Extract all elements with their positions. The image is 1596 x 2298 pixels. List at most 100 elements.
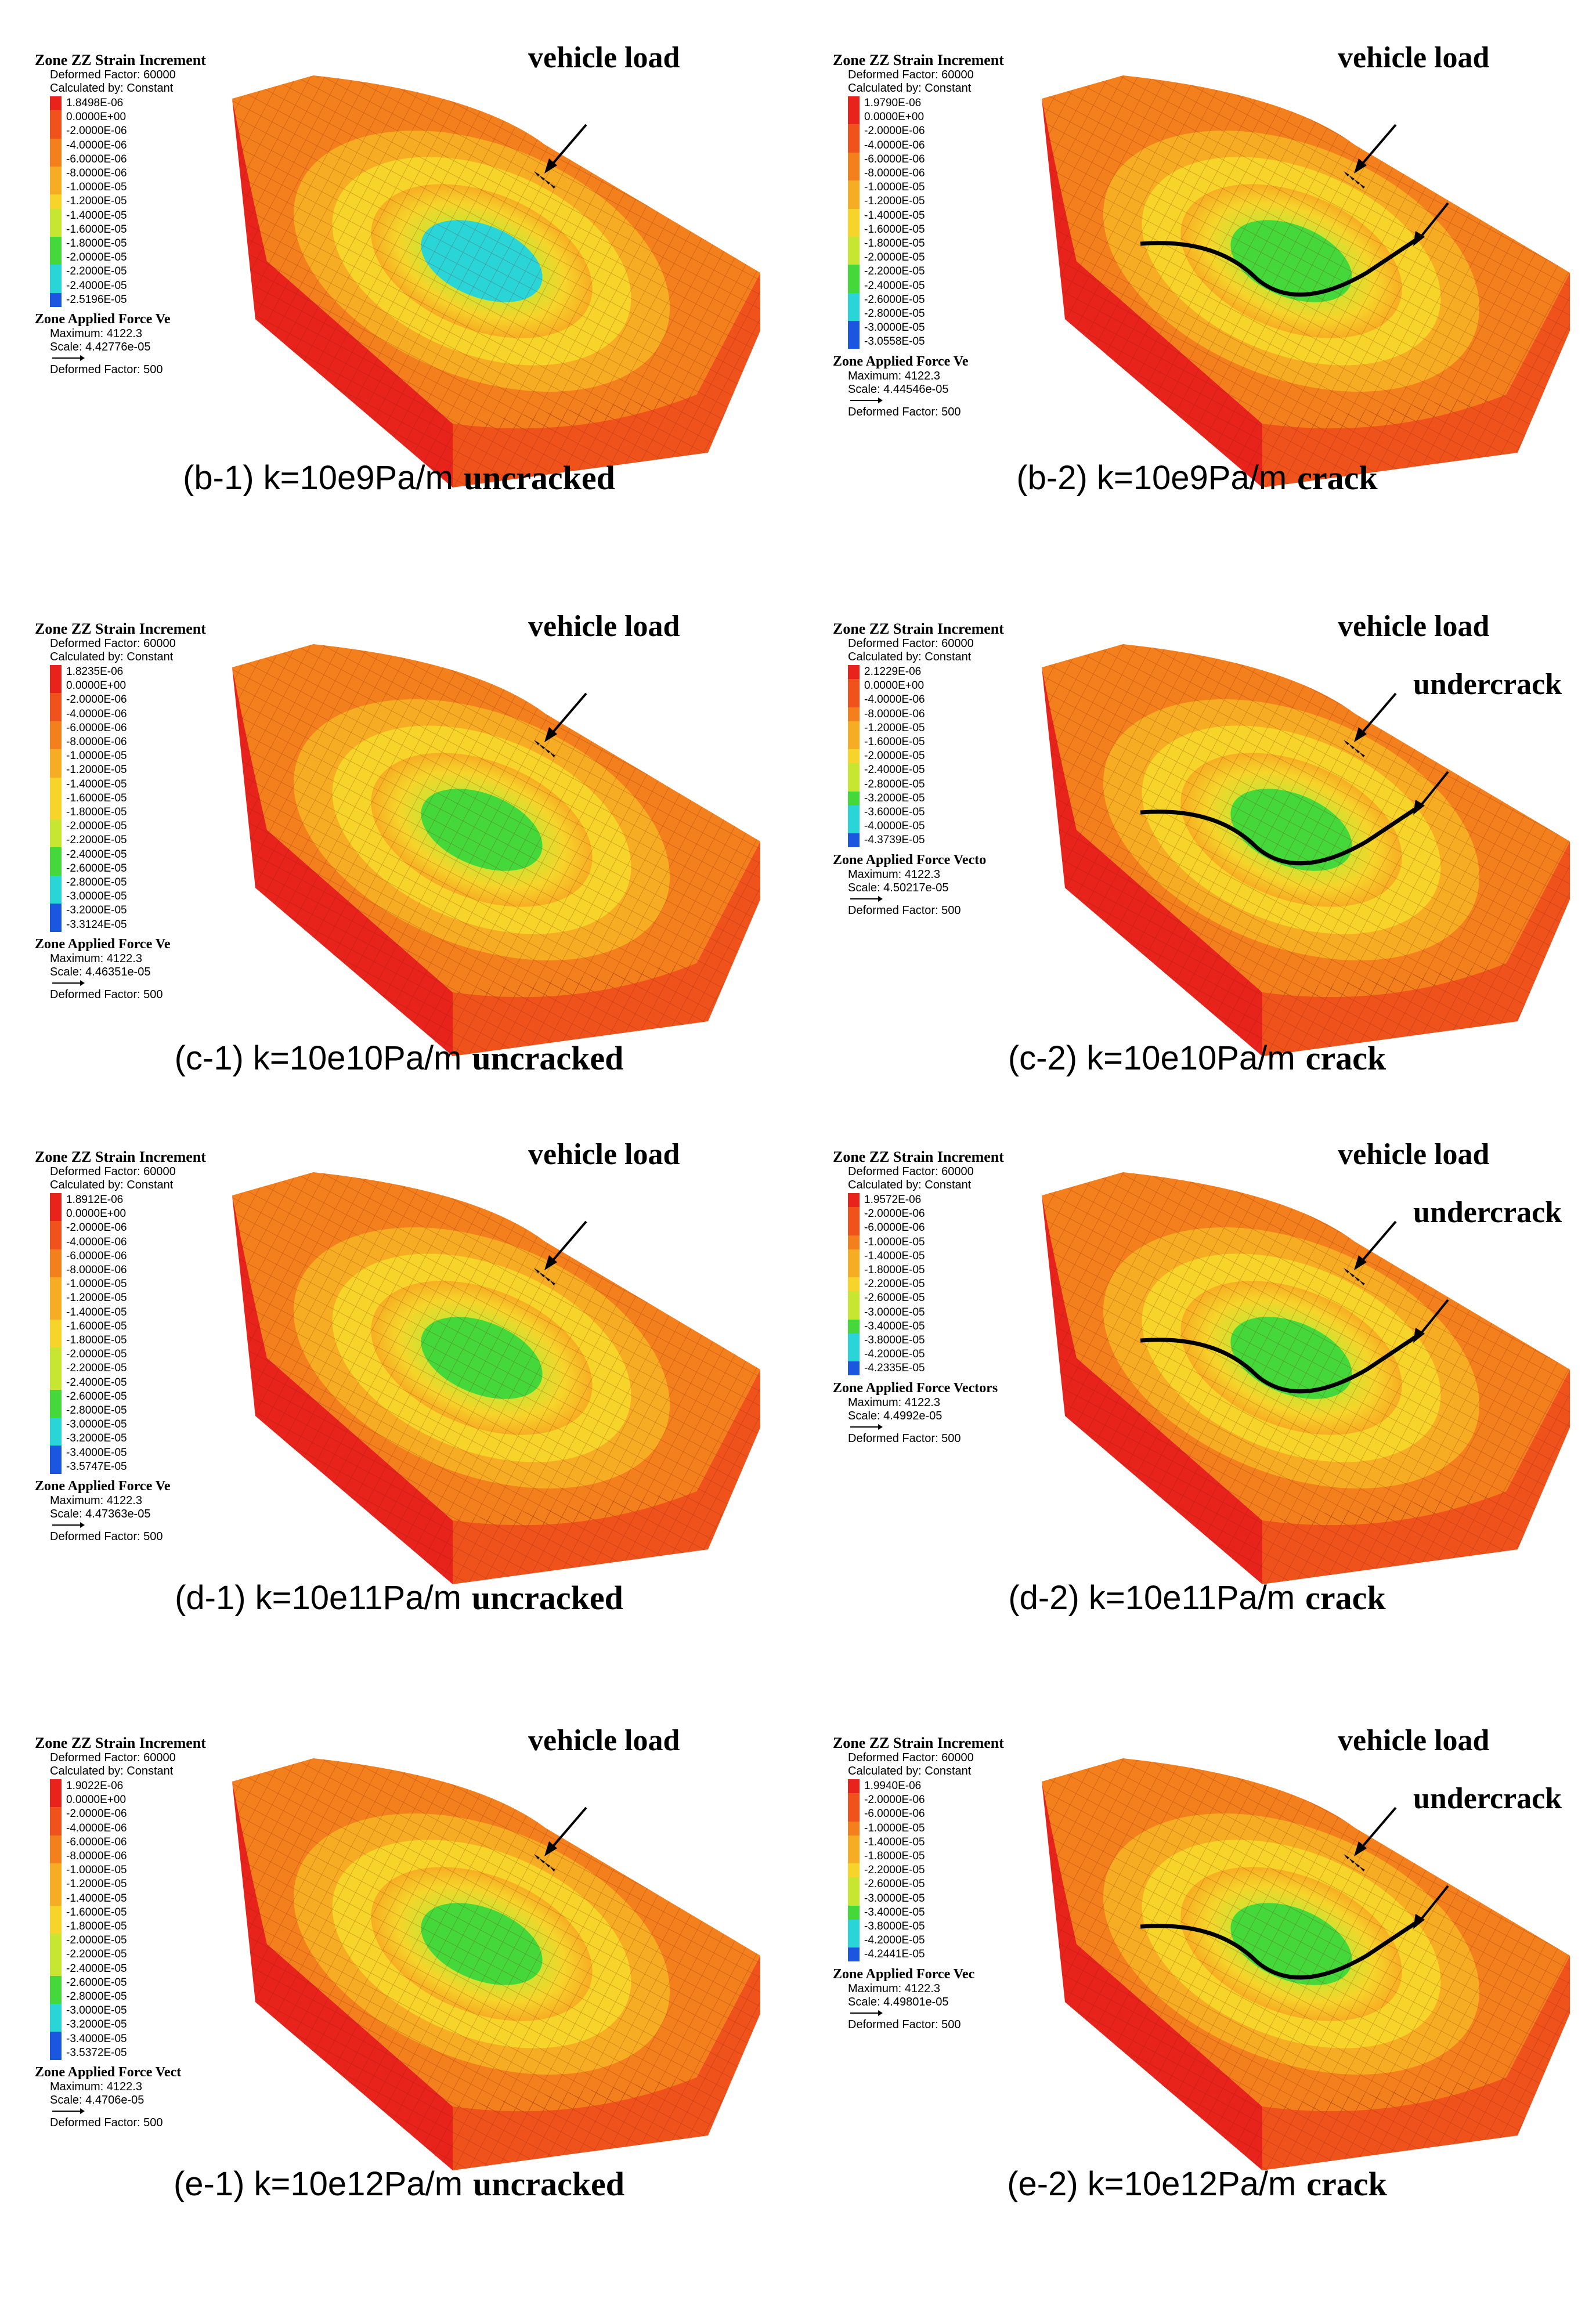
force-legend-title: Zone Applied Force Vectors <box>833 1380 998 1396</box>
legend-value: -6.0000E-06 <box>864 1222 925 1234</box>
legend-swatch <box>50 805 62 820</box>
legend-value: -8.0000E-06 <box>66 736 127 749</box>
legend-value: -3.2000E-05 <box>66 1432 127 1445</box>
legend-swatch <box>50 1877 62 1892</box>
load-vector-1 <box>1344 1268 1349 1273</box>
load-vector-4 <box>1359 1866 1365 1871</box>
force-arrow-icon <box>833 396 1004 406</box>
load-vector-2 <box>1349 175 1355 180</box>
legend-value: -2.0000E-06 <box>66 693 127 706</box>
legend-value: -1.6000E-05 <box>66 1906 127 1918</box>
legend-value: -2.4000E-05 <box>66 279 127 292</box>
load-vector-3 <box>544 1862 550 1867</box>
legend-value: -1.8000E-05 <box>66 1334 127 1347</box>
vehicle-load-arrowhead <box>1354 727 1367 742</box>
legend-values: 1.8912E-06 0.0000E+00 -2.0000E-06 -4.0000E-… <box>66 1193 127 1474</box>
legend-value: -2.8000E-05 <box>66 1990 127 2003</box>
legend-value: -1.8000E-05 <box>66 806 127 819</box>
legend-swatch <box>50 110 62 125</box>
legend-value: -1.2000E-05 <box>864 721 925 734</box>
panel-b-1: Zone ZZ Strain Increment Deformed Factor… <box>0 35 798 615</box>
legend-value: -1.2000E-05 <box>66 1878 127 1891</box>
vehicle-load-arrow <box>1360 124 1397 167</box>
legend-calculated-by: Calculated by: Constant <box>50 1765 174 1777</box>
legend-value: -1.4000E-05 <box>66 1306 127 1318</box>
legend-value: -6.0000E-06 <box>66 1249 127 1262</box>
legend-value: -2.0000E-06 <box>66 125 127 138</box>
legend-swatch <box>848 763 860 778</box>
legend-value: -3.5747E-05 <box>66 1460 127 1473</box>
legend-swatch <box>50 1207 62 1222</box>
legend-value: -1.4000E-05 <box>66 778 127 790</box>
front-mesh-lines <box>1262 1956 1570 2170</box>
legend-swatch <box>50 1263 62 1278</box>
legend-value: -2.0000E-06 <box>864 1794 925 1806</box>
legend-swatch <box>50 1277 62 1292</box>
vehicle-load-arrow <box>550 1220 587 1263</box>
legend-value: -6.0000E-06 <box>66 1835 127 1848</box>
crack-line <box>1140 236 1420 297</box>
legend-swatch <box>848 665 860 680</box>
side-mesh-lines <box>232 667 453 1056</box>
legend-swatch <box>848 833 860 848</box>
mesh-group <box>1042 1172 1570 1584</box>
legend-swatch <box>848 1891 860 1906</box>
legend-value: -3.8000E-05 <box>864 1334 925 1347</box>
legend-value: -1.4000E-05 <box>66 1892 127 1905</box>
legend-swatch <box>848 693 860 707</box>
mesh-grid-lines <box>232 1758 760 2112</box>
legend-swatch <box>848 1207 860 1222</box>
legend-value: -1.0000E-05 <box>66 1864 127 1877</box>
load-vector-3 <box>544 748 550 753</box>
caption-tag: (e-1) k=10e12Pa/m <box>173 2165 463 2203</box>
legend-swatch <box>848 735 860 750</box>
force-deformed-factor: Deformed Factor: 500 <box>50 1530 163 1544</box>
legend-colorbar <box>50 96 62 307</box>
legend-scale: 1.9940E-06 -2.0000E-06 -6.0000E-06 -1.0000E… <box>848 1779 1004 1962</box>
load-vector-1 <box>534 1854 540 1859</box>
caption-tag: (b-2) k=10e9Pa/m <box>1016 459 1287 497</box>
panel-e-1: Zone ZZ Strain Increment Deformed Factor… <box>0 1718 798 2298</box>
load-vector-4 <box>550 1866 555 1871</box>
legend-value: -4.0000E-06 <box>66 1235 127 1248</box>
legend-swatch <box>848 721 860 735</box>
panel-e-2: Zone ZZ Strain Increment Deformed Factor… <box>798 1718 1596 2298</box>
legend-swatch <box>848 279 860 293</box>
legend-values: 1.9572E-06 -2.0000E-06 -6.0000E-06 -1.0000E… <box>864 1193 925 1376</box>
legend-value: -8.0000E-06 <box>66 1264 127 1277</box>
legend-swatch <box>50 279 62 293</box>
legend-scale: 1.9022E-06 0.0000E+00 -2.0000E-06 -4.0000E-… <box>50 1779 206 2060</box>
legend-title: Zone ZZ Strain Increment <box>35 1148 206 1165</box>
legend-value: -1.8000E-05 <box>66 237 127 250</box>
legend-swatch <box>50 2004 62 2018</box>
force-maximum: Maximum: 4122.3 <box>50 2080 142 2094</box>
legend-value: -1.8000E-05 <box>864 237 925 250</box>
load-vector-4 <box>1359 752 1365 757</box>
legend-value: -1.4000E-05 <box>864 1249 925 1262</box>
legend-value: -1.0000E-05 <box>66 750 127 763</box>
legend-value: -8.0000E-06 <box>66 167 127 180</box>
force-maximum: Maximum: 4122.3 <box>50 327 142 341</box>
side-mesh-lines <box>232 1195 453 1584</box>
vehicle-load-arrowhead <box>544 1841 557 1856</box>
force-maximum: Maximum: 4122.3 <box>50 952 142 965</box>
front-mesh-lines <box>453 1956 760 2170</box>
legend-value: -2.6000E-05 <box>66 1976 127 1989</box>
legend-swatch <box>50 1319 62 1334</box>
legend-swatch <box>848 1863 860 1878</box>
legend-swatch <box>848 1305 860 1320</box>
vehicle-load-label: vehicle load <box>1338 1138 1490 1171</box>
force-deformed-factor: Deformed Factor: 500 <box>848 405 961 418</box>
vehicle-load-arrowhead <box>1354 1255 1367 1270</box>
mesh-group <box>1042 644 1570 1056</box>
legend-calculated-by: Calculated by: Constant <box>848 82 972 95</box>
legend-swatch <box>50 1835 62 1849</box>
legend-value: -2.2000E-05 <box>864 265 925 278</box>
load-vector-3 <box>1354 179 1360 185</box>
legend-value: -2.0000E-05 <box>66 820 127 833</box>
legend-swatch <box>50 292 62 307</box>
legend-swatch <box>50 1947 62 1962</box>
mesh-group <box>1042 75 1570 487</box>
legend-value: -1.0000E-05 <box>864 181 925 194</box>
legend-value: -1.4000E-05 <box>66 209 127 222</box>
